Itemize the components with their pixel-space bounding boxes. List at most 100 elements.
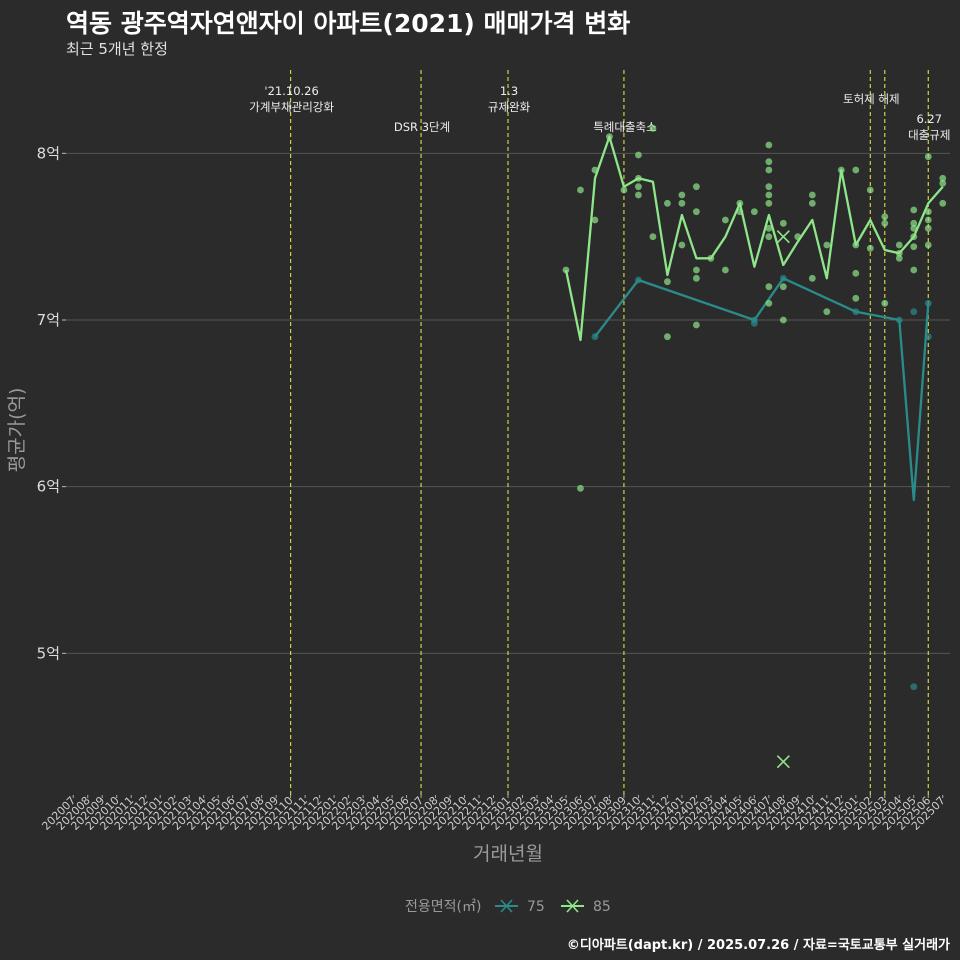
event-label: 6.27 — [916, 112, 942, 126]
data-point — [852, 269, 860, 277]
data-point — [895, 254, 903, 262]
series-75 — [591, 274, 932, 691]
series-85 — [562, 124, 947, 769]
data-point — [692, 208, 700, 216]
data-point — [866, 244, 874, 252]
y-axis-title: 평균가(억) — [6, 388, 28, 473]
data-point — [635, 151, 642, 159]
y-tick-label: 6억 — [37, 478, 60, 496]
data-point — [765, 158, 773, 166]
data-point — [910, 308, 918, 316]
data-point — [721, 216, 729, 224]
data-point — [577, 186, 584, 194]
data-point — [591, 216, 599, 224]
data-point — [779, 219, 787, 227]
y-tick-label: 7억 — [37, 311, 60, 329]
data-point — [895, 241, 903, 249]
data-point — [881, 213, 889, 221]
data-point — [779, 316, 787, 324]
data-point — [678, 241, 686, 249]
y-tick-label: 5억 — [37, 644, 60, 662]
y-tick-label: 8억 — [37, 144, 60, 162]
data-point — [692, 183, 700, 191]
data-point — [664, 333, 671, 341]
data-point — [808, 274, 816, 282]
data-point — [765, 233, 773, 241]
data-point — [779, 283, 787, 291]
event-label: 대출규제 — [908, 128, 950, 142]
chart-title: 역동 광주역자연앤자이 아파트(2021) 매매가격 변화 — [66, 9, 631, 38]
data-point — [852, 294, 860, 302]
legend-label-75: 75 — [527, 899, 545, 915]
data-point — [823, 308, 831, 316]
data-point — [939, 179, 947, 187]
source-caption: ©디아파트(dapt.kr) / 2025.07.26 / 자료=국토교통부 실… — [566, 938, 950, 953]
data-point — [765, 283, 773, 291]
series-line — [564, 135, 944, 342]
x-axis-title: 거래년월 — [473, 843, 543, 865]
data-point — [765, 199, 773, 207]
event-label: 규제완화 — [488, 100, 531, 114]
event-label: DSR 3단계 — [394, 120, 450, 134]
data-point — [664, 199, 671, 207]
event-label: 가계부채관리강화 — [249, 100, 334, 114]
chart-subtitle: 최근 5개년 한정 — [66, 40, 168, 58]
legend-title: 전용면적(㎡) — [405, 899, 481, 915]
x-axis: 2020072020082020092020102020112020122021… — [39, 794, 947, 833]
data-point — [678, 199, 686, 207]
data-point — [649, 233, 657, 241]
data-point — [881, 299, 889, 307]
series-line — [594, 277, 930, 502]
data-point — [692, 274, 700, 282]
data-point — [881, 219, 889, 227]
legend-item-85: 85 — [561, 899, 611, 915]
legend-item-75: 75 — [495, 899, 545, 915]
data-point — [924, 241, 932, 249]
data-point — [823, 241, 831, 249]
data-point — [692, 321, 700, 329]
series-layer — [562, 124, 947, 769]
data-point — [866, 186, 874, 194]
data-point — [852, 166, 860, 174]
data-point — [765, 191, 773, 199]
data-point — [924, 224, 932, 232]
x-marker — [776, 755, 790, 769]
data-point — [910, 683, 918, 691]
data-point — [721, 266, 729, 274]
data-point — [765, 224, 773, 232]
data-point — [910, 266, 918, 274]
event-label: 토허제 해제 — [843, 92, 900, 106]
data-point — [924, 216, 932, 224]
data-point — [765, 166, 773, 174]
gridlines — [66, 152, 950, 654]
data-point — [678, 191, 686, 199]
data-point — [577, 484, 584, 492]
y-axis: 5억 6억 7억 8억 — [37, 144, 66, 662]
event-label: '21.10.26 — [264, 84, 318, 98]
data-point — [692, 266, 700, 274]
data-point — [562, 266, 570, 274]
data-point — [939, 199, 947, 207]
data-point — [649, 124, 657, 132]
x-marker — [776, 230, 790, 244]
event-label: 특례대출축소 — [593, 120, 656, 134]
data-point — [939, 174, 947, 182]
data-point — [635, 183, 642, 191]
data-point — [910, 206, 918, 214]
data-point — [910, 243, 918, 251]
data-point — [808, 199, 816, 207]
data-point — [750, 208, 758, 216]
data-point — [765, 299, 773, 307]
data-point — [765, 141, 773, 149]
data-point — [620, 186, 628, 194]
data-point — [765, 183, 773, 191]
event-label: 1.3 — [500, 84, 518, 98]
legend-label-85: 85 — [593, 899, 611, 915]
data-point — [664, 278, 671, 286]
data-point — [910, 219, 918, 227]
legend: 전용면적(㎡) 75 85 — [405, 899, 611, 915]
data-point — [924, 153, 932, 161]
data-point — [808, 191, 816, 199]
